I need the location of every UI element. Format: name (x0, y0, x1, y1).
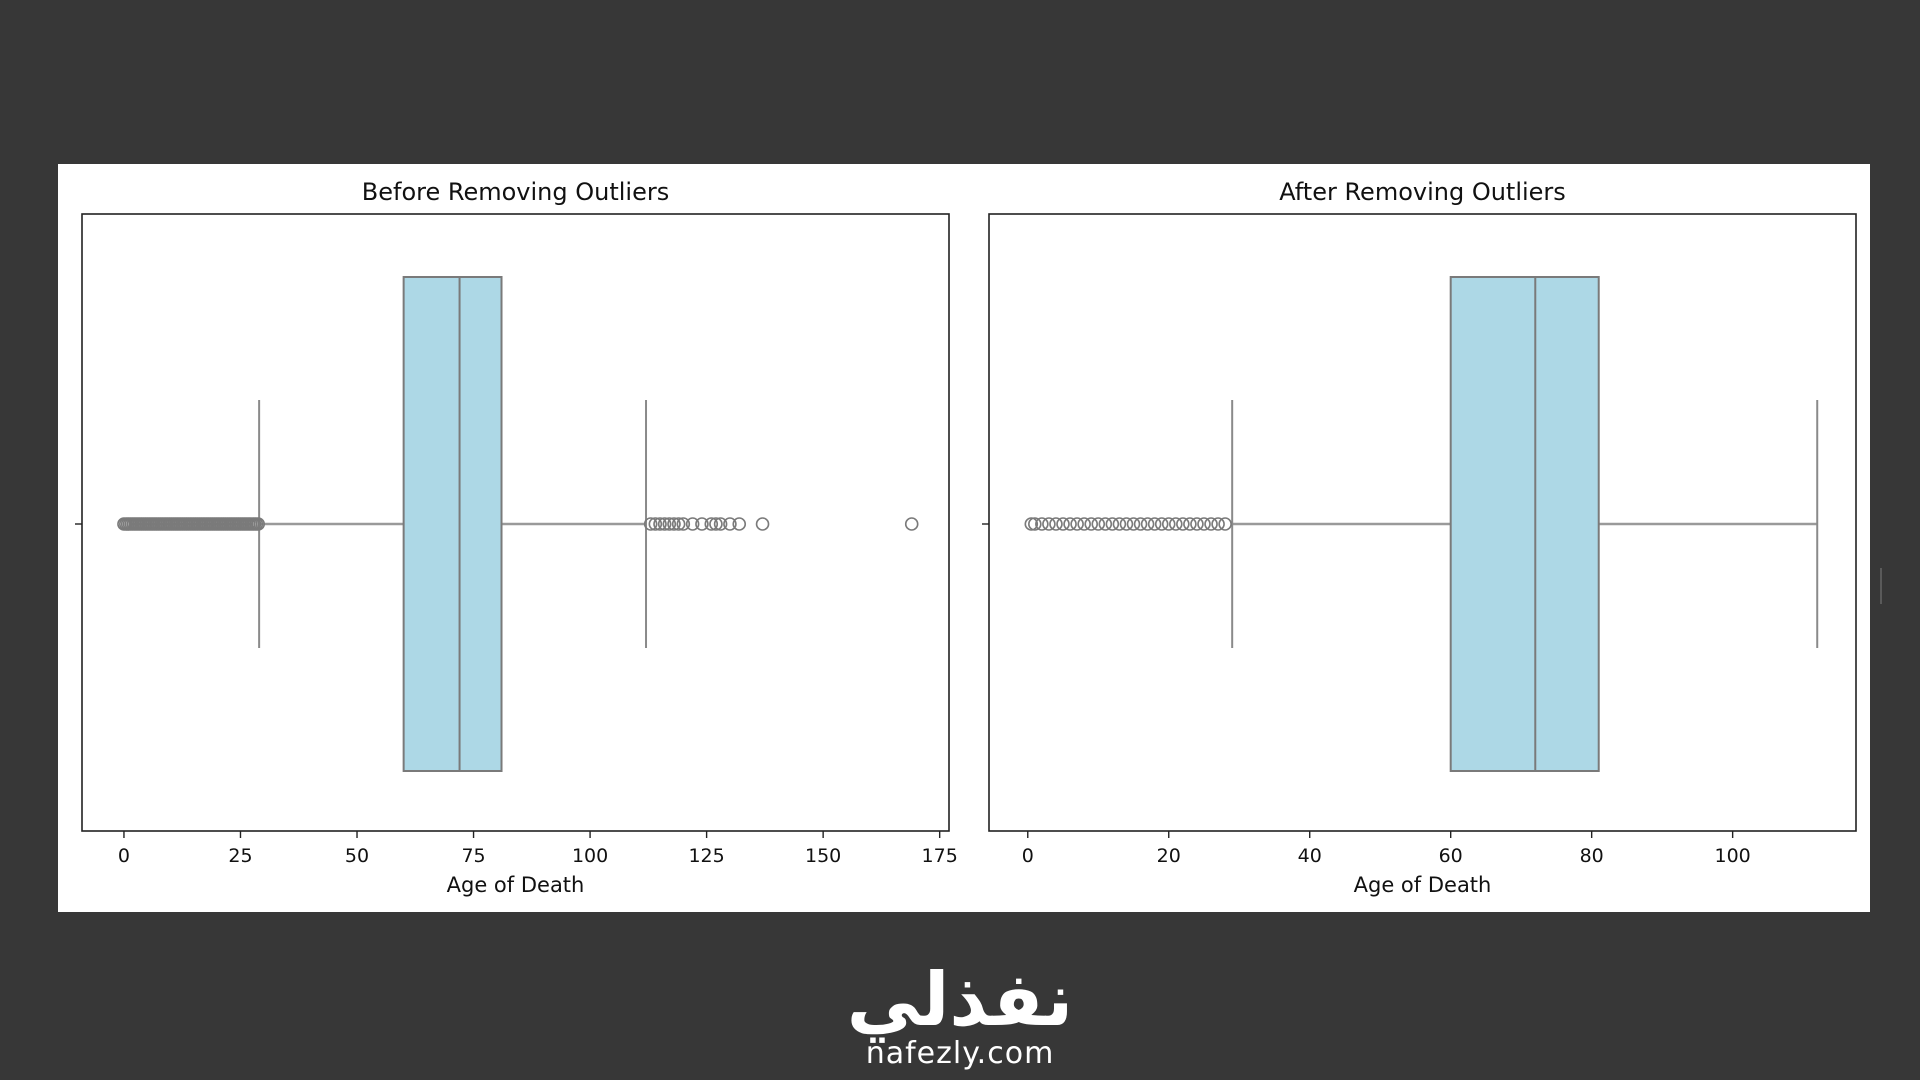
after-outlier-point (1176, 517, 1190, 531)
after-x-tick-label: 40 (1298, 845, 1322, 867)
before-x-tick-label: 175 (922, 845, 958, 867)
after-outlier-point (1147, 517, 1162, 531)
window-edge-marker (1880, 568, 1882, 604)
after-outlier-point (1028, 517, 1042, 531)
after-outlier-point (1211, 517, 1225, 531)
after-axes-frame (988, 213, 1857, 832)
before-x-tick-label: 25 (228, 845, 252, 867)
before-outlier-point (657, 517, 672, 531)
brand-watermark: نفذلي nafezly.com (0, 955, 1920, 1071)
before-axes-frame (81, 213, 950, 832)
before-outlier-point (685, 517, 700, 531)
after-outlier-point (1119, 517, 1134, 531)
before-outlier-point (648, 517, 663, 531)
before-outlier-point (671, 517, 686, 531)
after-outlier-point (1084, 517, 1099, 531)
after-outlier-point (1070, 517, 1084, 531)
after-outlier-point (1133, 517, 1148, 531)
before-outlier-point (723, 517, 737, 531)
before-x-tick-label: 100 (572, 845, 608, 867)
before-outlier-point (732, 517, 747, 531)
before-outlier-point (662, 517, 677, 531)
before-outlier-point (704, 517, 719, 531)
after-x-tick-label: 0 (1022, 845, 1034, 867)
after-outlier-point (1024, 517, 1039, 531)
before-x-tick-label: 75 (461, 845, 485, 867)
brand-logo: نفذلي (846, 957, 1074, 1043)
before-x-tick-label: 150 (805, 845, 841, 867)
before-x-tick-label: 50 (345, 845, 369, 867)
brand-url: nafezly.com (865, 1036, 1055, 1071)
after-outlier-point (1042, 517, 1056, 531)
before-outlier-point (709, 517, 723, 531)
boxplot-figure: Before Removing Outliers 0 25 50 75 100 125 150… (75, 178, 1857, 897)
after-box (1449, 276, 1600, 772)
before-outlier-point (713, 517, 728, 531)
after-outlier-point (1035, 517, 1049, 531)
before-outlier-point (653, 517, 667, 531)
after-x-tick-label: 60 (1439, 845, 1463, 867)
after-outlier-point (1190, 517, 1204, 531)
after-outlier-point (1218, 517, 1232, 531)
before-xlabel: Age of Death (447, 873, 585, 897)
before-outlier-point (755, 517, 770, 531)
after-xlabel: Age of Death (1354, 873, 1492, 897)
after-outlier-point (1204, 517, 1218, 531)
after-outlier-point (1091, 517, 1106, 531)
after-title: After Removing Outliers (1279, 178, 1566, 206)
after-x-tick-label: 20 (1157, 845, 1181, 867)
after-outlier-point (1161, 517, 1176, 531)
after-outlier-point (1056, 517, 1070, 531)
after-outlier-point (1112, 517, 1127, 531)
after-outlier-point (1168, 517, 1183, 531)
after-outlier-point (1049, 517, 1063, 531)
after-outlier-point (1077, 517, 1091, 531)
after-outlier-point (1183, 517, 1197, 531)
before-outlier-point (251, 517, 265, 531)
after-outlier-point (1154, 517, 1169, 531)
after-outlier-point (1098, 517, 1113, 531)
after-outlier-point (1140, 517, 1155, 531)
after-x-tick-label: 100 (1715, 845, 1751, 867)
after-x-tick-label: 80 (1580, 845, 1604, 867)
before-outlier-point (695, 517, 709, 531)
before-outlier-point (676, 517, 691, 531)
after-outlier-point (1126, 517, 1141, 531)
figure: Before Removing Outliers 0 25 50 75 100 125 150… (58, 164, 1870, 912)
after-outlier-point (1105, 517, 1120, 531)
before-outlier-point (667, 517, 681, 531)
before-x-tick-label: 125 (688, 845, 724, 867)
after-outlier-point (1063, 517, 1077, 531)
after-outlier-point (1197, 517, 1211, 531)
before-title: Before Removing Outliers (362, 178, 669, 206)
before-outlier-point (904, 517, 919, 531)
before-box (402, 276, 503, 772)
before-outlier-point (643, 517, 658, 531)
before-x-tick-label: 0 (118, 845, 130, 867)
